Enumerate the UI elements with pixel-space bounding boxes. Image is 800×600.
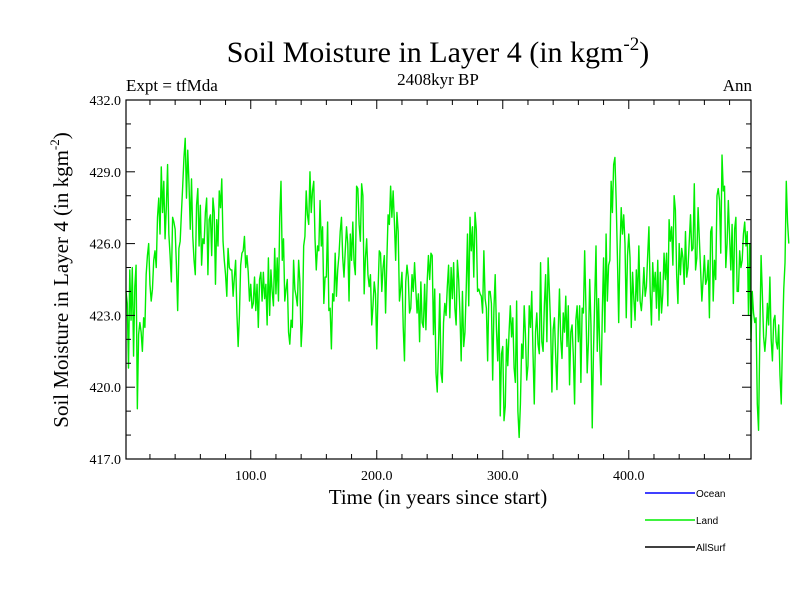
- legend-label-ocean: Ocean: [696, 489, 725, 500]
- series-line-land: [125, 137, 790, 439]
- experiment-label: Expt = tfMda: [126, 76, 218, 95]
- legend: Ocean Land AllSurf: [645, 489, 726, 554]
- legend-label-land: Land: [696, 516, 718, 527]
- x-tick-label: 400.0: [613, 469, 645, 484]
- y-tick-label: 423.0: [90, 309, 122, 324]
- y-axis-ticks: 417.0 420.0 423.0 426.0 429.0 432.0: [90, 94, 751, 468]
- x-tick-label: 200.0: [361, 469, 393, 484]
- y-tick-label: 417.0: [90, 453, 122, 468]
- plot-frame: [125, 99, 752, 460]
- y-tick-label: 429.0: [90, 166, 122, 181]
- y-tick-label: 420.0: [90, 381, 122, 396]
- x-axis-ticks: 100.0 200.0 300.0 400.0: [149, 100, 731, 484]
- season-label: Ann: [723, 76, 753, 95]
- period-label: 2408kyr BP: [397, 70, 479, 89]
- y-tick-label: 432.0: [90, 94, 122, 109]
- x-tick-label: 100.0: [235, 469, 267, 484]
- chart-title: Soil Moisture in Layer 4 (in kgm-2): [227, 34, 649, 69]
- x-tick-label: 300.0: [487, 469, 519, 484]
- y-axis-label: Soil Moisture in Layer 4 (in kgm-2): [47, 132, 73, 427]
- y-tick-label: 426.0: [90, 238, 122, 253]
- legend-label-allsurf: AllSurf: [696, 543, 726, 554]
- x-axis-label: Time (in years since start): [329, 485, 548, 509]
